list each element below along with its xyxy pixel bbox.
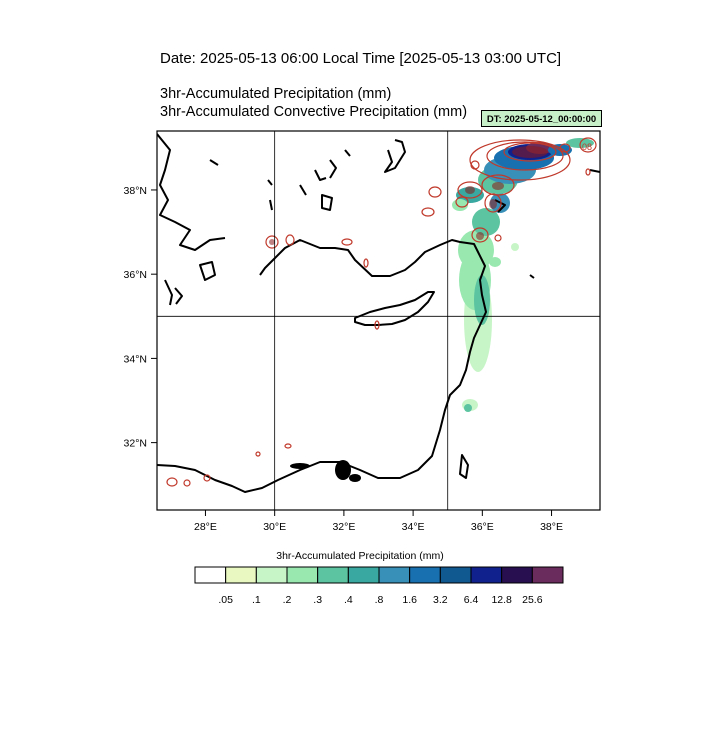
colorbar-swatch-6 (378, 566, 411, 584)
precipitation-shading (452, 138, 594, 412)
convective-value-label: 08 (582, 142, 592, 152)
lon-tick-label-0: 28°E (194, 521, 217, 533)
lon-tick-label-3: 34°E (402, 521, 425, 533)
lon-tick-label-2: 32°E (332, 521, 355, 533)
precipitation-title: 3hr-Accumulated Precipitation (mm) (160, 86, 392, 102)
map-frame (156, 130, 601, 511)
colorbar-label-9: 12.8 (491, 594, 512, 606)
lon-tick-label-1: 30°E (263, 521, 286, 533)
colorbar-label-4: .4 (343, 594, 353, 606)
colorbar-label-7: 3.2 (433, 594, 448, 606)
nile-delta (290, 460, 361, 482)
colorbar-swatch-0 (194, 566, 227, 584)
date-title: Date: 2025-05-13 06:00 Local Time [2025-… (160, 50, 562, 67)
colorbar-swatch-3 (286, 566, 319, 584)
colorbar-swatch-5 (347, 566, 380, 584)
grid-lines (157, 131, 600, 510)
colorbar-label-8: 6.4 (463, 594, 479, 606)
colorbar-label-6: 1.6 (402, 594, 417, 606)
colorbar-swatch-9 (470, 566, 503, 584)
axis-ticks: 28°E 30°E 32°E 34°E 36°E 38°E 32°N 34°N 36°N 38°N (124, 185, 563, 533)
colorbar-label-10: 25.6 (522, 594, 543, 606)
colorbar (194, 566, 564, 584)
colorbar-swatch-8 (439, 566, 472, 584)
lat-tick-label-0: 32°N (124, 438, 147, 450)
lon-tick-label-5: 38°E (540, 521, 563, 533)
colorbar-swatch-11 (531, 566, 564, 584)
colorbar-swatch-1 (225, 566, 257, 584)
colorbar-swatch-2 (255, 566, 288, 584)
colorbar-label-1: .1 (251, 594, 261, 606)
lat-tick-label-3: 38°N (124, 185, 147, 197)
dt-label-box: DT: 2025-05-12_00:00:00 (481, 110, 602, 127)
colorbar-label-3: .3 (313, 594, 323, 606)
lat-tick-label-2: 36°N (124, 269, 147, 281)
colorbar-label-0: .05 (218, 594, 233, 606)
colorbar-label-5: .8 (374, 594, 384, 606)
colorbar-label-2: .2 (282, 594, 292, 606)
colorbar-swatch-10 (501, 566, 533, 584)
colorbar-swatch-7 (409, 566, 441, 584)
convective-contours (166, 137, 597, 487)
lat-tick-label-1: 34°N (124, 353, 147, 365)
convective-inner (269, 146, 548, 245)
coastlines (157, 133, 600, 493)
lon-tick-label-4: 36°E (471, 521, 494, 533)
colorbar-title: 3hr-Accumulated Precipitation (mm) (276, 550, 444, 562)
colorbar-swatch-4 (317, 566, 349, 584)
convective-precipitation-title: 3hr-Accumulated Convective Precipitation… (160, 104, 468, 120)
